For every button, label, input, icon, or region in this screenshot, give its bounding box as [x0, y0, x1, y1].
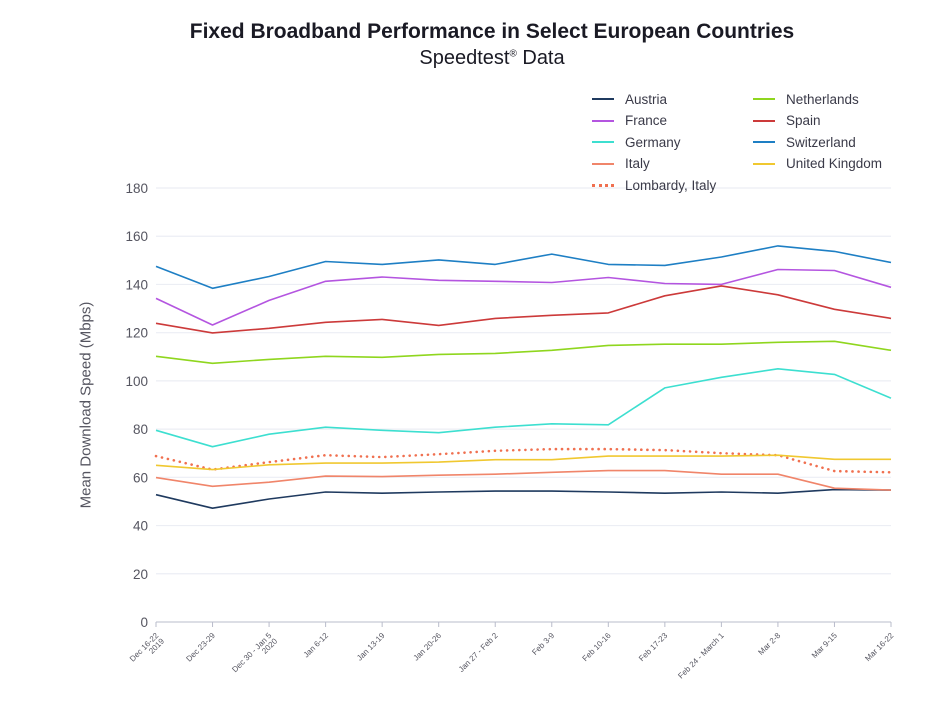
series-line-france — [155, 268, 892, 326]
legend-label: Netherlands — [786, 91, 859, 107]
legend-swatch — [592, 98, 614, 100]
x-tick-label-line: Mar 2-8 — [756, 631, 782, 657]
legend-swatch — [753, 162, 775, 165]
x-tick-label-line: Feb 10-16 — [581, 631, 614, 664]
series-line-austria — [155, 488, 892, 510]
x-tick-label: Jan 6-12 — [302, 631, 331, 660]
legend-swatch — [753, 141, 775, 144]
legend-label: Lombardy, Italy — [625, 177, 717, 193]
legend-label: Spain — [786, 113, 821, 129]
x-tick-label-line: Feb 17-23 — [637, 631, 670, 664]
subtitle-suffix: Data — [516, 47, 565, 69]
x-tick-label: Feb 3-9 — [530, 631, 556, 657]
chart-subtitle: Speedtest® Data — [0, 47, 936, 70]
x-tick-label-line: Mar 16-22 — [863, 631, 896, 664]
legend-item: United Kingdom — [753, 155, 882, 173]
legend-item: Spain — [753, 112, 821, 130]
y-tick-label: 40 — [133, 519, 148, 534]
y-tick-label: 180 — [125, 181, 148, 196]
legend-item: Switzerland — [753, 133, 856, 151]
y-tick-label: 120 — [125, 326, 148, 341]
x-tick-label: Dec 23-29 — [184, 631, 217, 664]
x-tick-label-line: Jan 13-19 — [355, 631, 387, 663]
legend-label: Germany — [625, 134, 681, 150]
x-tick-label: Mar 16-22 — [863, 631, 896, 664]
x-tick-label: Feb 24 - March 1 — [676, 631, 726, 681]
x-tick-label-line: Feb 24 - March 1 — [676, 631, 726, 681]
y-tick-label: 20 — [133, 567, 148, 582]
x-tick-label: Mar 9-15 — [810, 631, 839, 660]
legend-label: France — [625, 113, 668, 129]
legend-swatch — [753, 119, 775, 122]
x-tick-label: Jan 27 - Feb 2 — [457, 631, 500, 674]
legend-item: Lombardy, Italy — [592, 176, 716, 194]
y-tick-label: 80 — [133, 422, 148, 437]
x-tick-label: Dec 30 - Jan 52020 — [230, 631, 279, 680]
gridlines — [156, 187, 891, 575]
series-line-italy — [155, 469, 892, 491]
subtitle-text: Speedtest — [419, 47, 510, 69]
series-line-switzerland — [155, 245, 892, 290]
series-line-lombardy-italy — [154, 447, 893, 474]
x-tick-label-line: Jan 27 - Feb 2 — [457, 631, 500, 674]
legend-swatch — [592, 162, 614, 165]
series-line-united-kingdom — [155, 454, 891, 471]
chart-title: Fixed Broadband Performance in Select Eu… — [189, 20, 795, 43]
legend-label: Switzerland — [786, 134, 856, 150]
legend-swatch — [592, 119, 614, 122]
y-tick-label: 60 — [133, 470, 148, 485]
legend-label: Austria — [625, 91, 668, 107]
x-tick-label-line: Feb 3-9 — [530, 631, 556, 657]
series-line-netherlands — [155, 340, 892, 365]
x-tick-label-line: Mar 9-15 — [810, 631, 839, 660]
y-tick-label: 160 — [125, 229, 148, 244]
legend-swatch — [592, 141, 614, 144]
x-tick-label: Jan 20-26 — [412, 631, 444, 663]
legend-swatch — [592, 183, 614, 187]
x-tick-label-line: Dec 23-29 — [184, 631, 217, 664]
y-tick-label: 0 — [140, 615, 148, 630]
x-tick-label: Jan 13-19 — [355, 631, 387, 663]
x-tick-label: Dec 16-222019 — [128, 631, 167, 670]
y-tick-label: 100 — [125, 374, 148, 389]
series-line-germany — [155, 367, 892, 448]
legend: Austria France Germany Italy Lombardy, Italy… — [592, 90, 912, 200]
legend-label: United Kingdom — [786, 156, 883, 172]
registered-mark: ® — [509, 48, 517, 60]
x-axis: Dec 16-222019 Dec 23-29 Dec 30 - Jan 52020… — [128, 621, 896, 681]
y-axis-ticks: 0 20 40 60 80 100 120 140 160 180 — [125, 181, 148, 630]
y-tick-label: 140 — [125, 277, 148, 292]
legend-item: Austria — [592, 90, 667, 108]
x-tick-label-line: Jan 6-12 — [302, 631, 331, 660]
x-tick-label: Feb 10-16 — [581, 631, 614, 664]
legend-item: France — [592, 112, 667, 130]
legend-item: Germany — [592, 133, 681, 151]
x-tick-label: Feb 17-23 — [637, 631, 670, 664]
legend-item: Netherlands — [753, 90, 859, 108]
x-tick-label-line: Jan 20-26 — [412, 631, 444, 663]
series-lines — [154, 245, 893, 510]
x-tick-label: Mar 2-8 — [756, 631, 782, 657]
legend-swatch — [753, 98, 775, 100]
legend-label: Italy — [625, 156, 650, 172]
series-line-spain — [155, 285, 892, 334]
legend-item: Italy — [592, 155, 650, 173]
